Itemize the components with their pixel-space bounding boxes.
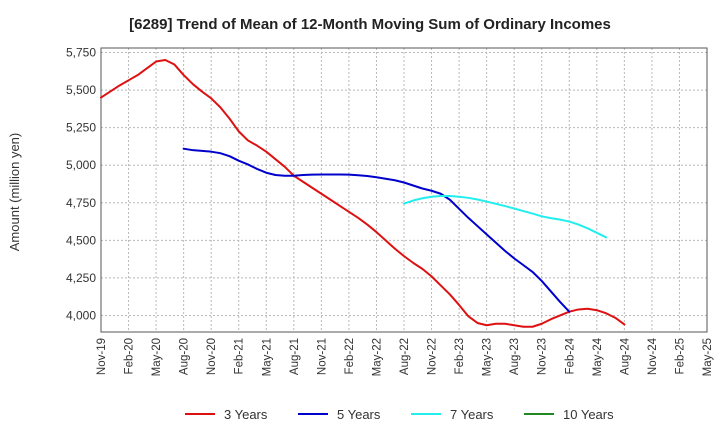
- x-tick-label: Nov-22: [427, 338, 439, 375]
- x-tick-label: May-24: [592, 337, 604, 376]
- y-tick-label: 5,250: [66, 121, 96, 135]
- y-tick-label: 4,000: [66, 308, 96, 322]
- x-tick-label: May-20: [151, 338, 163, 376]
- x-tick-label: May-22: [371, 338, 383, 376]
- y-tick-label: 4,250: [66, 271, 96, 285]
- legend-label: 5 Years: [337, 407, 381, 422]
- series-line-5-years: [182, 147, 571, 313]
- x-tick-label: Feb-25: [674, 338, 686, 374]
- y-axis-ticks: 4,000 4,250 4,500 4,750 5,000 5,250 5,500 5,750: [66, 46, 96, 323]
- x-tick-label: Aug-21: [289, 338, 301, 375]
- series-line-3-years: [100, 59, 626, 328]
- x-axis-ticks: Nov-19 Feb-20 May-20 Aug-20 Nov-20 Feb-21 May-…: [96, 337, 714, 376]
- y-tick-label: 5,750: [66, 46, 96, 60]
- plot-area-frame: [100, 47, 708, 333]
- x-tick-label: Nov-20: [206, 338, 218, 375]
- legend: 3 Years 5 Years 7 Years 10 Years: [185, 407, 614, 422]
- x-tick-label: Nov-21: [316, 338, 328, 375]
- x-tick-label: Feb-21: [234, 338, 246, 374]
- series-layer: [100, 59, 626, 328]
- legend-label: 10 Years: [563, 407, 614, 422]
- y-tick-label: 5,500: [66, 83, 96, 97]
- grid-layer: [101, 48, 707, 332]
- x-tick-label: Feb-20: [124, 338, 136, 374]
- y-tick-label: 5,000: [66, 158, 96, 172]
- x-tick-label: Feb-22: [344, 338, 356, 374]
- x-tick-label: Feb-24: [564, 337, 576, 374]
- chart-title: [6289] Trend of Mean of 12-Month Moving …: [129, 16, 611, 33]
- x-tick-label: Nov-19: [96, 338, 108, 375]
- x-tick-label: May-23: [482, 338, 494, 376]
- x-tick-label: May-21: [261, 338, 273, 376]
- x-tick-label: Nov-23: [537, 338, 549, 375]
- x-tick-label: May-25: [702, 338, 714, 376]
- y-tick-label: 4,500: [66, 233, 96, 247]
- y-axis-label: Amount (million yen): [7, 133, 22, 252]
- legend-label: 3 Years: [224, 407, 268, 422]
- x-tick-label: Aug-20: [179, 338, 191, 375]
- x-tick-label: Aug-22: [399, 338, 411, 375]
- x-tick-label: Aug-23: [509, 338, 521, 375]
- legend-label: 7 Years: [450, 407, 494, 422]
- series-line-7-years: [403, 195, 607, 239]
- x-tick-label: Nov-24: [647, 337, 659, 375]
- y-tick-label: 4,750: [66, 196, 96, 210]
- x-tick-label: Feb-23: [454, 338, 466, 374]
- x-tick-label: Aug-24: [619, 337, 631, 375]
